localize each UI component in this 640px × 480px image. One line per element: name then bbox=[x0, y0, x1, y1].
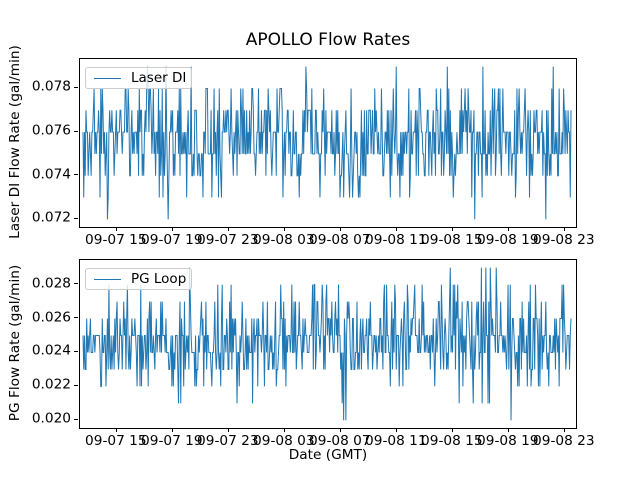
y-tick-mark bbox=[74, 130, 78, 132]
x-tick-mark bbox=[283, 227, 285, 231]
y-axis-label-laser-di: Laser DI Flow Rate (gal/min) bbox=[7, 45, 23, 239]
y-tick-label: 0.028 bbox=[31, 275, 71, 292]
y-tick-label: 0.072 bbox=[31, 209, 71, 226]
x-tick-mark bbox=[283, 428, 285, 432]
y-tick-mark bbox=[74, 418, 78, 420]
x-tick-mark bbox=[507, 227, 509, 231]
y-tick-label: 0.020 bbox=[31, 410, 71, 427]
legend-label: PG Loop bbox=[131, 271, 187, 287]
y-tick-label: 0.022 bbox=[31, 376, 71, 393]
x-tick-mark bbox=[227, 428, 229, 432]
x-tick-label: 09-08 15 bbox=[421, 433, 483, 449]
y-axis-label-pg-loop: PG Flow Rate (gal/min) bbox=[7, 264, 23, 422]
x-tick-label: 09-07 23 bbox=[197, 433, 259, 449]
legend-label: Laser DI bbox=[131, 70, 187, 86]
y-tick-mark bbox=[74, 350, 78, 352]
y-tick-label: 0.076 bbox=[31, 122, 71, 139]
y-tick-label: 0.026 bbox=[31, 309, 71, 326]
x-axis-label: Date (GMT) bbox=[288, 447, 368, 463]
x-tick-label: 09-08 11 bbox=[365, 433, 427, 449]
pg-loop-line-series bbox=[82, 267, 572, 421]
x-tick-label: 09-08 23 bbox=[533, 433, 595, 449]
x-tick-label: 09-08 07 bbox=[309, 433, 371, 449]
legend-laser-di: Laser DI bbox=[85, 67, 192, 89]
x-tick-mark bbox=[563, 227, 565, 231]
x-tick-mark bbox=[171, 227, 173, 231]
x-tick-mark bbox=[563, 428, 565, 432]
x-tick-mark bbox=[115, 227, 117, 231]
subplot-laser-di: Laser DI Laser DI Flow Rate (gal/min) 0.… bbox=[7, 45, 595, 247]
x-tick-mark bbox=[395, 227, 397, 231]
x-tick-label: 09-07 15 bbox=[85, 433, 147, 449]
x-tick-label: 09-07 15 bbox=[85, 232, 147, 248]
x-tick-mark bbox=[339, 227, 341, 231]
y-tick-mark bbox=[74, 86, 78, 88]
x-tick-label: 09-08 19 bbox=[477, 232, 539, 248]
x-tick-mark bbox=[451, 227, 453, 231]
x-tick-label: 09-08 23 bbox=[533, 232, 595, 248]
x-tick-mark bbox=[339, 428, 341, 432]
x-tick-mark bbox=[507, 428, 509, 432]
x-tick-label: 09-07 23 bbox=[197, 232, 259, 248]
y-tick-label: 0.074 bbox=[31, 166, 71, 183]
x-tick-label: 09-08 11 bbox=[365, 232, 427, 248]
y-tick-label: 0.078 bbox=[31, 78, 71, 95]
legend-line-icon bbox=[94, 77, 121, 79]
x-tick-label: 09-07 19 bbox=[141, 232, 203, 248]
legend-pg-loop: PG Loop bbox=[85, 268, 192, 290]
x-tick-label: 09-07 19 bbox=[141, 433, 203, 449]
laser-di-line-series bbox=[82, 66, 572, 220]
axes-frame-pg-loop: PG Loop bbox=[79, 259, 577, 429]
x-tick-label: 09-08 03 bbox=[253, 232, 315, 248]
axes-frame-laser-di: Laser DI bbox=[79, 58, 577, 228]
x-tick-mark bbox=[395, 428, 397, 432]
x-tick-label: 09-08 19 bbox=[477, 433, 539, 449]
y-tick-mark bbox=[74, 317, 78, 319]
x-tick-mark bbox=[115, 428, 117, 432]
x-tick-label: 09-08 07 bbox=[309, 232, 371, 248]
x-tick-label: 09-08 03 bbox=[253, 433, 315, 449]
y-tick-mark bbox=[74, 217, 78, 219]
legend-line-icon bbox=[94, 278, 121, 280]
chart-title: APOLLO Flow Rates bbox=[245, 30, 411, 50]
x-tick-label: 09-08 15 bbox=[421, 232, 483, 248]
x-tick-mark bbox=[227, 227, 229, 231]
x-tick-mark bbox=[451, 428, 453, 432]
y-tick-label: 0.024 bbox=[31, 342, 71, 359]
y-tick-mark bbox=[74, 283, 78, 285]
x-tick-mark bbox=[171, 428, 173, 432]
y-tick-mark bbox=[74, 174, 78, 176]
subplot-pg-loop: PG Loop PG Flow Rate (gal/min) 0.020 0.02… bbox=[7, 259, 595, 449]
y-tick-mark bbox=[74, 384, 78, 386]
